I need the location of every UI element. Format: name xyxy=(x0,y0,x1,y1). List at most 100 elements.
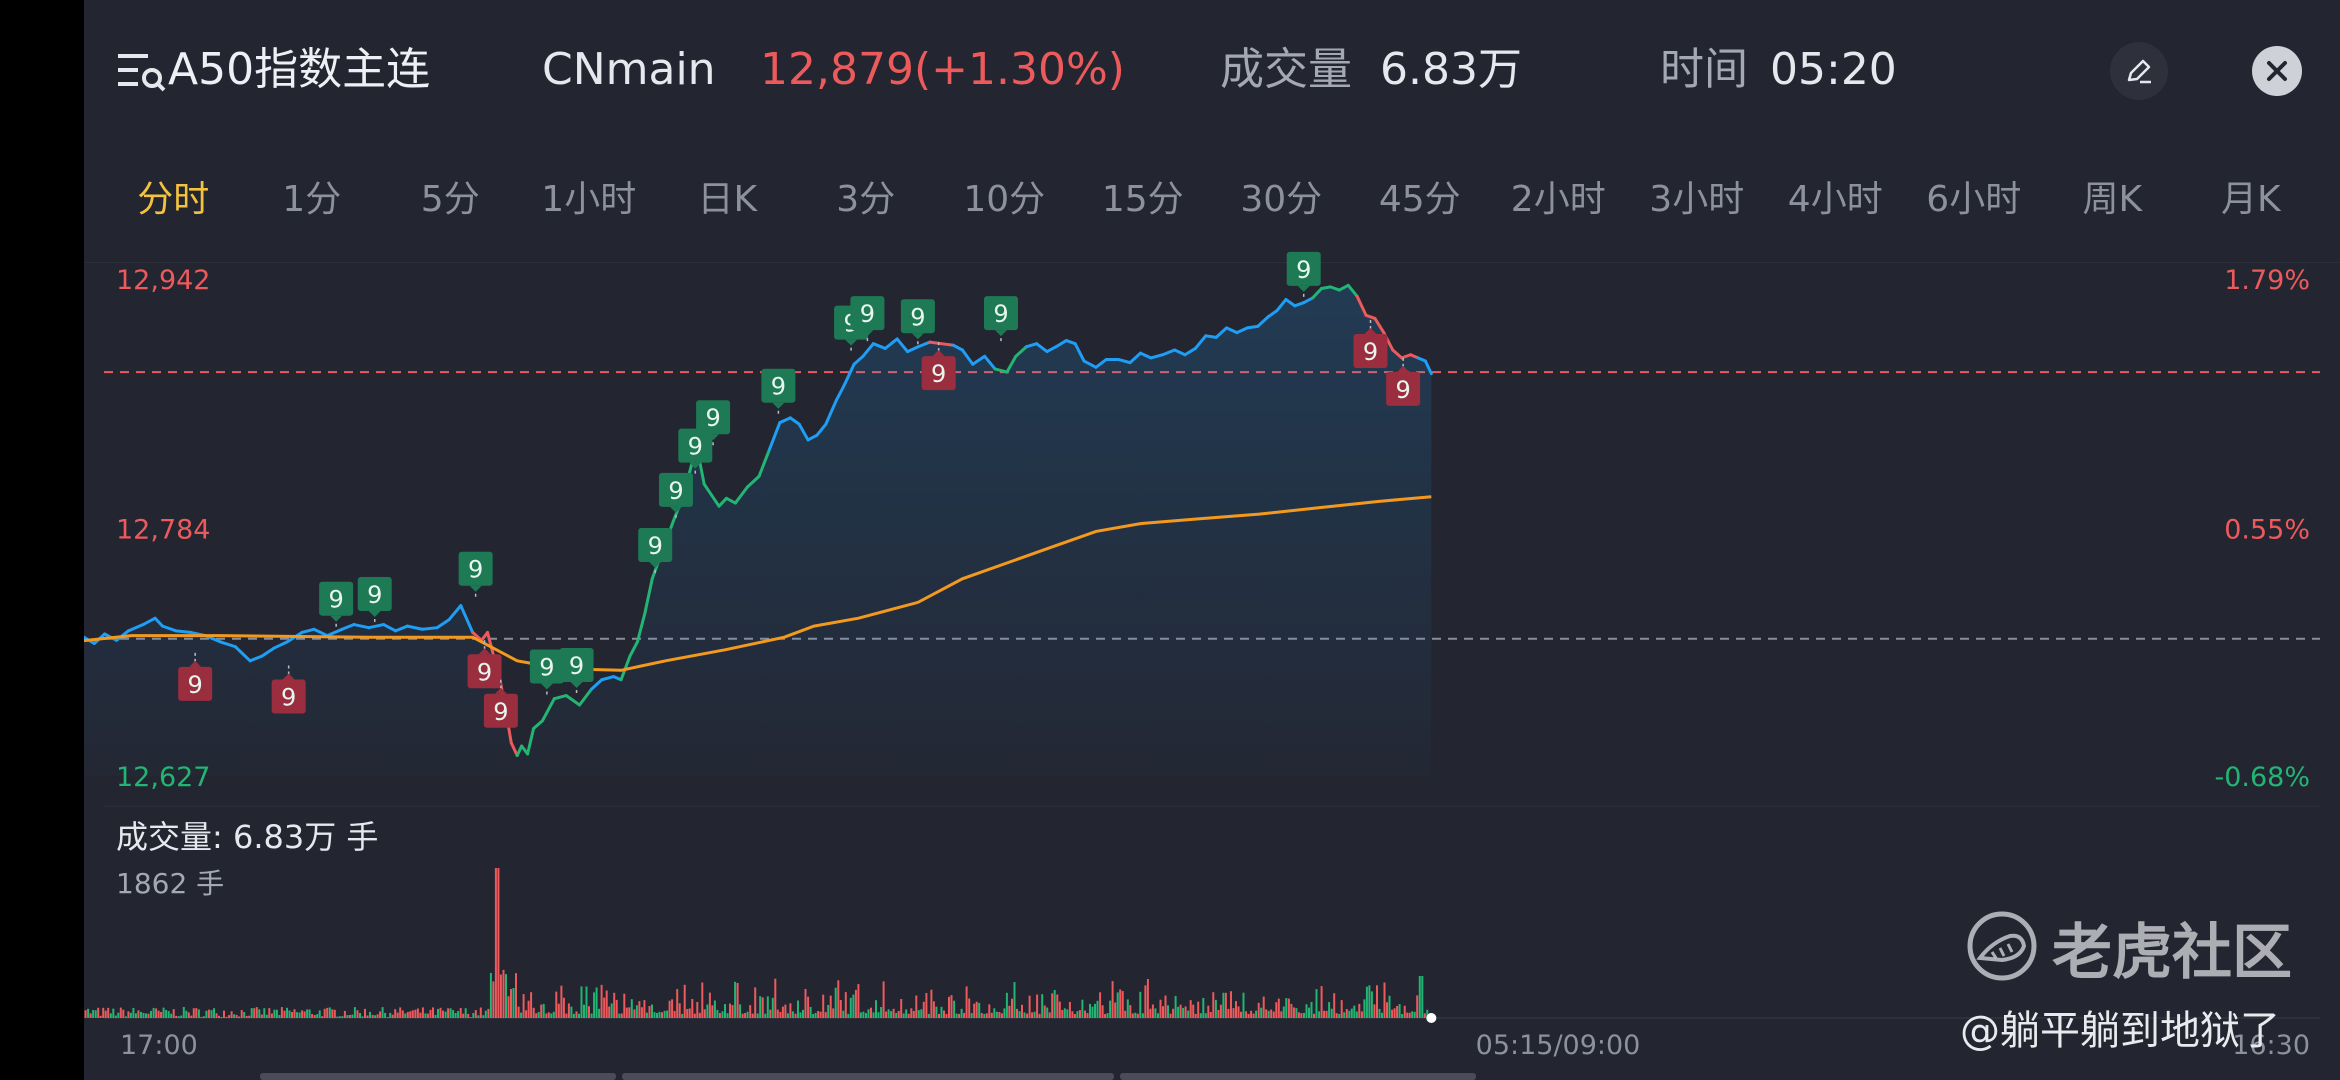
tab-11[interactable]: 3小时 xyxy=(1649,179,1745,220)
tab-6[interactable]: 10分 xyxy=(963,179,1046,220)
volume-bar xyxy=(771,997,774,1018)
signal-marker: 9 xyxy=(357,576,392,623)
scroll-segment[interactable] xyxy=(622,1073,1114,1080)
marker-label: 9 xyxy=(468,556,483,584)
volume-bar xyxy=(167,1011,170,1018)
volume-bar xyxy=(744,1013,747,1018)
volume-bar xyxy=(1237,1006,1240,1018)
marker-label: 9 xyxy=(281,684,296,712)
tab-3[interactable]: 1小时 xyxy=(541,179,637,220)
volume-bar xyxy=(160,1012,163,1018)
contract-code: CNmain xyxy=(542,44,716,95)
volume-bar xyxy=(1262,996,1265,1018)
volume-bar xyxy=(1426,1009,1429,1018)
volume-bar xyxy=(1159,999,1162,1018)
volume-bar xyxy=(666,1010,669,1018)
tab-13[interactable]: 6小时 xyxy=(1926,179,2022,220)
volume-bar xyxy=(353,1007,356,1018)
volume-bar xyxy=(844,992,847,1018)
price-segment xyxy=(842,362,856,388)
price-segment xyxy=(824,398,838,426)
price-segment xyxy=(526,727,536,756)
price-chart[interactable]: 9999999999999999999999 12,94212,78412,62… xyxy=(84,0,2340,1080)
volume-bar xyxy=(1272,1011,1275,1018)
page-title[interactable]: A50指数主连 xyxy=(168,44,431,95)
tab-9[interactable]: 45分 xyxy=(1378,179,1461,220)
volume-bar xyxy=(562,997,565,1018)
marker-label: 9 xyxy=(1396,376,1411,404)
volume-bar xyxy=(1162,1006,1164,1018)
price-segment xyxy=(248,654,264,663)
price-segment xyxy=(352,623,371,630)
volume-bar xyxy=(429,1009,432,1018)
tab-2[interactable]: 5分 xyxy=(420,179,480,220)
volume-bar xyxy=(250,1008,253,1018)
volume-bar xyxy=(859,1012,862,1018)
volume-bar xyxy=(578,1013,580,1018)
signal-marker: 9 xyxy=(458,551,493,598)
volume-bars xyxy=(84,868,1431,1018)
tab-14[interactable]: 周K xyxy=(2082,179,2143,220)
volume-bar xyxy=(1386,1002,1388,1018)
tab-4[interactable]: 日K xyxy=(697,179,758,220)
marker-tip xyxy=(845,339,858,346)
volume-bar xyxy=(1323,1010,1326,1018)
volume-bar xyxy=(661,1012,663,1018)
tab-10[interactable]: 2小时 xyxy=(1510,179,1606,220)
volume-bar xyxy=(1235,1001,1237,1018)
volume-bar xyxy=(729,1003,731,1018)
tab-1[interactable]: 1分 xyxy=(282,179,342,220)
volume-bar xyxy=(975,1001,978,1018)
volume-bar xyxy=(905,1009,908,1018)
volume-bar xyxy=(731,1005,734,1018)
tab-7[interactable]: 15分 xyxy=(1101,179,1184,220)
volume-bar xyxy=(530,992,533,1018)
volume-bar xyxy=(673,1010,676,1018)
x-axis-tick: 05:15/09:00 xyxy=(1476,1030,1641,1061)
volume-bar xyxy=(200,1016,203,1018)
volume-bar xyxy=(190,1015,193,1018)
volume-bar xyxy=(1393,1008,1396,1018)
price-segment xyxy=(1193,334,1208,350)
volume-bar xyxy=(988,1004,991,1018)
price-segment xyxy=(778,416,792,425)
volume-bar xyxy=(766,996,769,1018)
volume-bar xyxy=(1099,992,1102,1018)
scroll-segment[interactable] xyxy=(1120,1073,1476,1080)
volume-bar xyxy=(668,1000,671,1018)
price-segment xyxy=(447,604,463,622)
close-icon xyxy=(2267,61,2287,81)
tab-5[interactable]: 3分 xyxy=(836,179,896,220)
volume-bar xyxy=(497,868,500,1018)
volume-bar xyxy=(590,1013,593,1018)
price-area-fill xyxy=(84,285,1432,776)
volume-bar xyxy=(1242,992,1245,1018)
marker-tip xyxy=(689,462,702,469)
scroll-segment[interactable] xyxy=(260,1073,616,1080)
volume-bar xyxy=(839,1000,842,1018)
tab-0[interactable]: 分时 xyxy=(137,179,210,220)
close-button[interactable] xyxy=(2252,46,2302,96)
list-search-icon[interactable] xyxy=(118,50,166,94)
volume-bar xyxy=(1076,1011,1079,1018)
volume-bar xyxy=(993,1008,996,1018)
edit-button[interactable] xyxy=(2110,42,2168,100)
volume-bar xyxy=(301,1010,304,1018)
volume-bar xyxy=(749,1005,752,1018)
volume-bar xyxy=(797,1000,799,1018)
tab-8[interactable]: 30分 xyxy=(1240,179,1323,220)
price-segment xyxy=(733,485,749,505)
volume-bar xyxy=(258,1009,261,1018)
marker-tip xyxy=(861,330,874,337)
tab-12[interactable]: 4小时 xyxy=(1787,179,1883,220)
tab-15[interactable]: 月K xyxy=(2220,179,2281,220)
volume-bar xyxy=(172,1009,175,1018)
volume-bar xyxy=(550,1013,553,1018)
volume-bar xyxy=(459,1008,462,1018)
volume-bar xyxy=(794,1013,797,1018)
marker-box xyxy=(900,299,935,334)
volume-bar xyxy=(1255,1010,1258,1018)
marker-label: 9 xyxy=(367,581,382,609)
volume-bar xyxy=(1041,994,1044,1018)
price-segment xyxy=(1214,326,1229,339)
